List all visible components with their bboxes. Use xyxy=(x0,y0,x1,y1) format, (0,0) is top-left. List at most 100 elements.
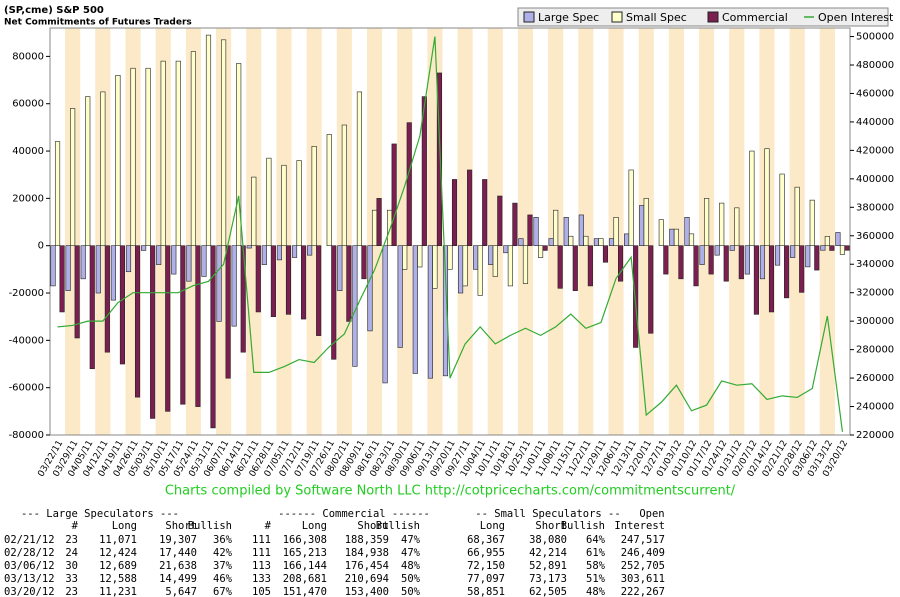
week-band xyxy=(487,28,503,435)
bar xyxy=(774,245,781,266)
bar xyxy=(648,245,654,334)
bar xyxy=(643,198,649,246)
table-cell: 51% xyxy=(586,573,606,585)
bar xyxy=(458,245,464,294)
bar xyxy=(518,238,524,246)
table-cell: 77,097 xyxy=(467,573,505,585)
table-cell: 12,689 xyxy=(99,560,137,572)
bar xyxy=(110,245,116,301)
table-cell: 64% xyxy=(586,534,606,546)
bar xyxy=(678,245,684,280)
bar xyxy=(59,245,65,313)
bar xyxy=(829,245,835,251)
bar xyxy=(115,75,121,246)
bar xyxy=(80,245,86,280)
bar xyxy=(684,217,690,246)
table-cell: 50% xyxy=(401,586,421,597)
open-interest-line xyxy=(57,36,844,432)
y2-tick-label: 320000 xyxy=(856,288,894,299)
table-cell: 48% xyxy=(401,560,421,572)
y2-tick-label: 220000 xyxy=(856,430,894,441)
bar xyxy=(467,169,473,246)
table-cell: 113 xyxy=(252,560,271,572)
y2-tick-label: 260000 xyxy=(856,373,894,384)
table-group-header: --- Large Speculators --- xyxy=(21,508,179,520)
week-band xyxy=(457,28,473,435)
bar xyxy=(397,245,403,348)
y-tick-label: 80000 xyxy=(12,51,44,62)
bar xyxy=(145,67,151,246)
bar xyxy=(814,245,820,271)
table-cell: 111 xyxy=(252,534,271,546)
y2-tick-label: 240000 xyxy=(856,402,894,413)
bar xyxy=(587,245,593,287)
table-cell: 47% xyxy=(401,534,421,546)
bar xyxy=(568,235,574,246)
table-cell: 38,080 xyxy=(529,534,567,546)
bar xyxy=(186,245,192,282)
y2-tick-label: 280000 xyxy=(856,345,894,356)
table-cell: 5,647 xyxy=(165,586,197,597)
bar xyxy=(693,245,699,287)
table-cell: 166,144 xyxy=(283,560,327,572)
bar xyxy=(462,245,468,287)
y2-tick-label: 460000 xyxy=(856,88,894,99)
table-cell: 58,851 xyxy=(467,586,505,597)
table-column-header: # xyxy=(265,520,272,532)
bar xyxy=(261,245,267,265)
table-cell: 184,938 xyxy=(345,547,389,559)
y2-tick-label: 340000 xyxy=(856,259,894,270)
bar xyxy=(624,233,630,246)
table-cell: 66,955 xyxy=(467,547,505,559)
bar xyxy=(507,245,513,287)
table-cell: 153,400 xyxy=(345,586,389,597)
table-cell: 61% xyxy=(586,547,606,559)
bar xyxy=(759,245,766,280)
table-cell: 252,705 xyxy=(621,560,665,572)
legend-label: Small Spec xyxy=(626,11,687,24)
legend-label: Large Spec xyxy=(538,11,599,24)
table-cell: 222,267 xyxy=(621,586,665,597)
bar xyxy=(779,173,785,246)
table-cell: 21,638 xyxy=(159,560,197,572)
bar xyxy=(598,238,604,246)
table-cell: 151,470 xyxy=(283,586,327,597)
bar xyxy=(190,51,196,246)
bar xyxy=(639,205,645,246)
y2-tick-label: 400000 xyxy=(856,174,894,185)
bar xyxy=(130,67,136,246)
table-cell: 247,517 xyxy=(621,534,665,546)
bar xyxy=(382,245,388,384)
bar xyxy=(412,245,418,374)
y-tick-label: 20000 xyxy=(12,193,44,204)
bar xyxy=(436,72,442,246)
bar xyxy=(352,245,358,367)
plot-frame xyxy=(49,27,851,436)
bar xyxy=(150,245,156,419)
bar xyxy=(538,245,544,258)
bar xyxy=(442,245,449,377)
table-cell: 03/20/12 xyxy=(4,586,55,597)
table-column-header: Bullish xyxy=(561,520,605,532)
bar xyxy=(744,245,750,275)
bar xyxy=(719,202,725,246)
table-cell: 246,409 xyxy=(621,547,665,559)
bar xyxy=(432,245,438,289)
bar xyxy=(276,245,282,261)
bar xyxy=(100,91,106,246)
y2-tick-label: 420000 xyxy=(856,145,894,156)
y2-tick-label: 380000 xyxy=(856,202,894,213)
bar xyxy=(628,169,634,246)
bar xyxy=(593,238,599,246)
table-cell: 72,150 xyxy=(467,560,505,572)
y-tick-label: 40000 xyxy=(12,146,44,157)
table-cell: 42,214 xyxy=(529,547,567,559)
bar xyxy=(341,124,347,246)
bar xyxy=(402,245,408,270)
table-cell: 03/13/12 xyxy=(4,573,55,585)
bar xyxy=(734,207,740,246)
bar xyxy=(246,245,252,249)
table-cell: 105 xyxy=(252,586,271,597)
table-cell: 303,611 xyxy=(621,573,665,585)
table-cell: 73,173 xyxy=(529,573,567,585)
